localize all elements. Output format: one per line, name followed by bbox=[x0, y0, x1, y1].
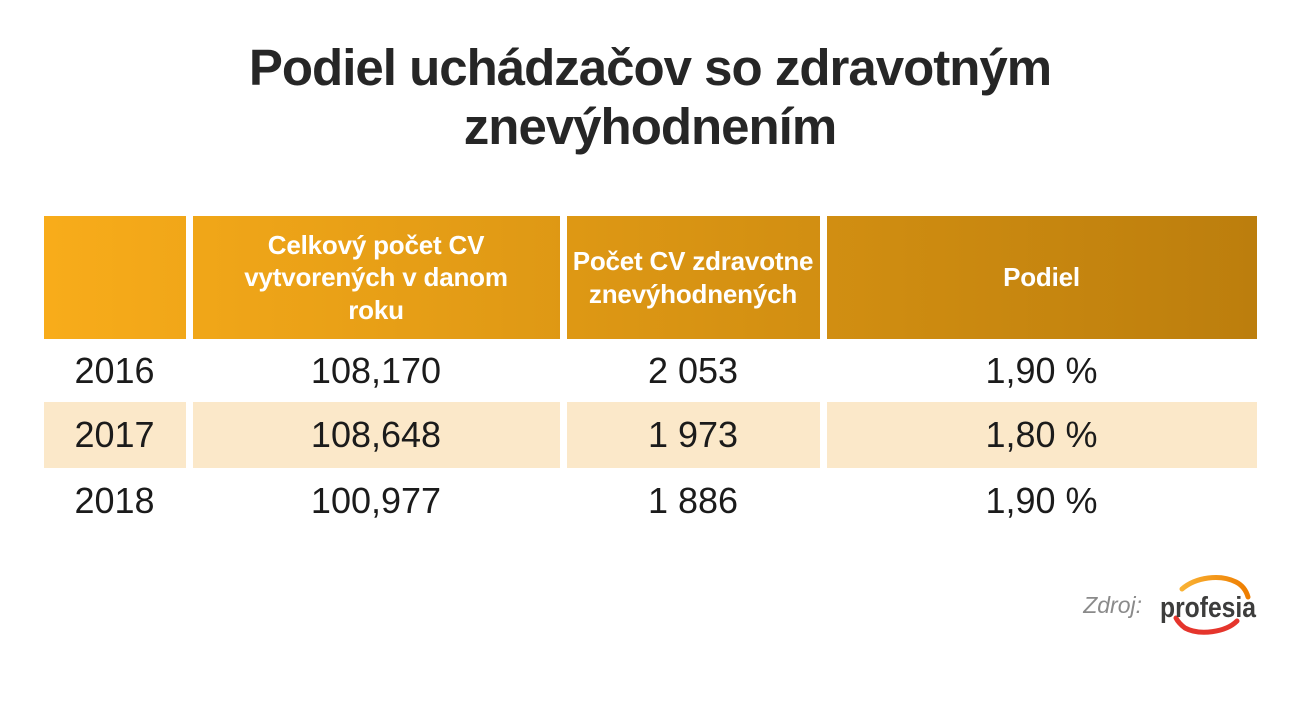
table-row-2018-share: 1,90 % bbox=[985, 480, 1098, 522]
table-row-2018-disadvantaged-cv: 1 886 bbox=[647, 480, 739, 522]
infographic-page: Podiel uchádzačov so zdravotným znevýhod… bbox=[0, 38, 1300, 706]
table-row-2016-disadvantaged-cv: 2 053 bbox=[647, 349, 739, 391]
table-header-disadvantaged-cv: Počet CV zdravotne znevýhodnených bbox=[566, 216, 820, 340]
header-line: Podiel bbox=[1003, 262, 1080, 293]
header-line: znevýhodnených bbox=[588, 278, 798, 309]
profesia-logo-text: profesia bbox=[1160, 592, 1257, 624]
header-line: Počet CV zdravotne bbox=[572, 246, 814, 277]
page-title: Podiel uchádzačov so zdravotným znevýhod… bbox=[0, 38, 1300, 156]
header-line: vytvorených v danom bbox=[244, 262, 508, 293]
table-row-2016-total-cv: 108,170 bbox=[310, 349, 442, 391]
table-row-2018-year: 2018 bbox=[74, 480, 155, 522]
source-label: Zdroj: bbox=[1083, 591, 1142, 618]
table-header-total-cv: Celkový počet CV vytvorených v danom rok… bbox=[192, 216, 560, 340]
header-line: Celkový počet CV bbox=[267, 229, 485, 260]
header-line: roku bbox=[348, 295, 404, 326]
logo-arc-bottom-icon bbox=[1173, 615, 1240, 636]
table-row-2017-year: 2017 bbox=[43, 402, 186, 469]
profesia-logo-icon: profesia bbox=[1160, 575, 1257, 636]
data-table: Celkový počet CV vytvorených v danom rok… bbox=[43, 216, 1257, 534]
table-row-2017-total-cv: 108,648 bbox=[192, 402, 560, 469]
page-title-line1: Podiel uchádzačov so zdravotným bbox=[248, 39, 1052, 96]
table-row-2016-share: 1,90 % bbox=[985, 349, 1098, 391]
table-row-2017-share: 1,80 % bbox=[826, 402, 1257, 469]
page-title-line2: znevýhodnením bbox=[463, 98, 837, 156]
table-row-2018-total-cv: 100,977 bbox=[310, 480, 442, 522]
table-header-share: Podiel bbox=[826, 216, 1257, 340]
table-row-2017-disadvantaged-cv: 1 973 bbox=[566, 402, 820, 469]
table-row-2016-year: 2016 bbox=[74, 349, 155, 391]
table-header-empty bbox=[43, 216, 186, 340]
logo-arc-top-icon bbox=[1179, 575, 1251, 600]
source-footer: Zdroj: profesia bbox=[0, 574, 1258, 636]
